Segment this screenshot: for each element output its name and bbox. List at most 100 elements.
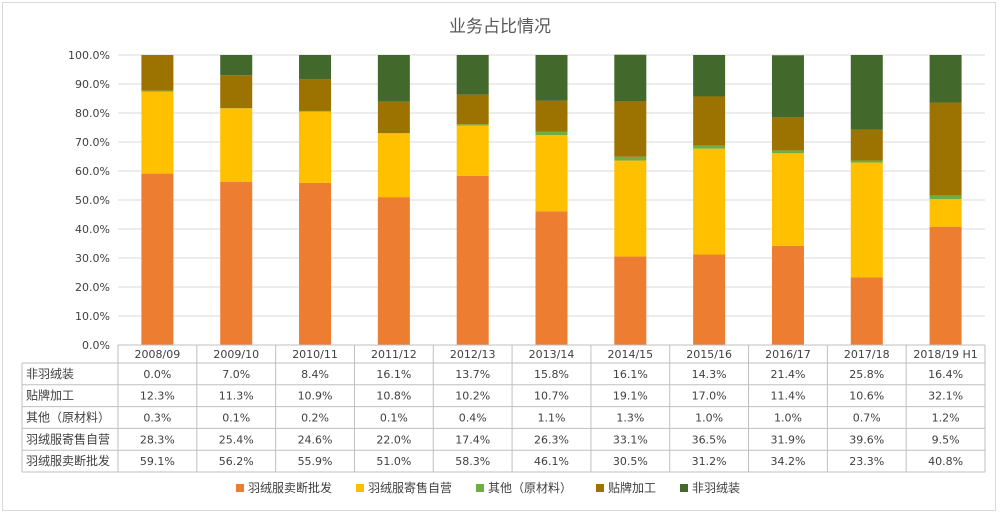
bar-segment: 非羽绒装 2013/14 (535, 55, 568, 101)
data-label: 31.9% (770, 433, 805, 446)
y-axis: 0.0% 10.0% 20.0% 30.0% 40.0% 50.0% 60.0% 70.0% 8… (68, 49, 110, 352)
x-tick-label: 2010/11 (292, 348, 338, 361)
bar-segment: 贴牌加工 2009/10 (220, 75, 253, 109)
legend-swatch (680, 484, 688, 492)
bar-segment: 羽绒服寄售自营 2009/10 (220, 108, 253, 183)
y-tick-label: 100.0% (68, 49, 110, 62)
x-tick-label: 2012/13 (450, 348, 496, 361)
table-row-label: 非羽绒装 (26, 367, 74, 381)
data-label: 17.4% (455, 433, 490, 446)
data-label: 0.0% (143, 368, 171, 381)
y-tick-label: 30.0% (75, 252, 110, 265)
bar-segment: 非羽绒装 2015/16 (693, 55, 726, 97)
y-tick-label: 70.0% (75, 136, 110, 149)
x-tick-label: 2015/16 (686, 348, 732, 361)
data-label: 16.1% (376, 368, 411, 381)
data-label: 28.3% (140, 433, 175, 446)
legend-swatch (356, 484, 364, 492)
bar-segment: 羽绒服卖断批发 2009/10 (220, 182, 253, 345)
bar-segment: 非羽绒装 2011/12 (377, 55, 410, 102)
data-label: 33.1% (613, 433, 648, 446)
data-label: 1.1% (538, 412, 566, 425)
data-label: 51.0% (376, 455, 411, 468)
bar-segment: 贴牌加工 2010/11 (299, 79, 332, 111)
bar-segment: 其他（原材料） 2018/19 H1 (929, 195, 962, 200)
data-label: 24.6% (298, 433, 333, 446)
y-tick-label: 10.0% (75, 310, 110, 323)
data-label: 10.8% (376, 390, 411, 403)
data-label: 56.2% (219, 455, 254, 468)
data-label: 10.9% (298, 390, 333, 403)
data-label: 10.2% (455, 390, 490, 403)
bar-segment: 羽绒服寄售自营 2011/12 (377, 133, 410, 198)
bar-segment: 羽绒服卖断批发 2008/09 (141, 173, 174, 345)
legend-entry: 其他（原材料） (488, 481, 572, 495)
data-label: 11.4% (770, 390, 805, 403)
legend-swatch (596, 484, 604, 492)
data-label: 25.8% (849, 368, 884, 381)
bar-segment: 羽绒服寄售自营 2010/11 (299, 111, 332, 183)
data-label: 10.6% (849, 390, 884, 403)
bar-segment: 羽绒服卖断批发 2010/11 (299, 182, 332, 345)
bar-segment: 贴牌加工 2008/09 (141, 55, 174, 91)
bar-segment: 贴牌加工 2018/19 H1 (929, 102, 962, 196)
bars: 羽绒服卖断批发 2008/09羽绒服寄售自营 2008/09 其他（原材料） 20… (141, 54, 962, 345)
bar-segment: 羽绒服卖断批发 2015/16 (693, 254, 726, 345)
legend-entry: 非羽绒装 (692, 481, 740, 495)
chart-title: 业务占比情况 (449, 17, 551, 37)
legend-swatch (236, 484, 244, 492)
bar-segment: 羽绒服卖断批发 2012/13 (456, 175, 489, 345)
data-label: 40.8% (928, 455, 963, 468)
bar-segment: 其他（原材料） 2013/14 (535, 131, 568, 136)
data-label: 31.2% (692, 455, 727, 468)
bar-segment: 羽绒服寄售自营 2008/09 (141, 91, 174, 174)
y-tick-label: 60.0% (75, 165, 110, 178)
x-tick-label: 2014/15 (607, 348, 653, 361)
y-tick-label: 90.0% (75, 78, 110, 91)
data-label: 15.8% (534, 368, 569, 381)
bar-segment: 羽绒服寄售自营 2016/17 (771, 153, 804, 246)
data-label: 55.9% (298, 455, 333, 468)
bar-segment: 贴牌加工 2012/13 (456, 94, 489, 125)
x-tick-label: 2018/19 H1 (913, 348, 977, 361)
bar-segment: 羽绒服卖断批发 2018/19 H1 (929, 226, 962, 345)
data-label: 36.5% (692, 433, 727, 446)
table-row-label: 其他（原材料） (26, 411, 110, 425)
x-tick-label: 2011/12 (371, 348, 417, 361)
bar-segment: 羽绒服寄售自营 2018/19 H1 (929, 199, 962, 227)
x-tick-label: 2008/09 (135, 348, 181, 361)
bar-segment: 贴牌加工 2011/12 (377, 101, 410, 134)
data-label: 12.3% (140, 390, 175, 403)
bar-segment: 羽绒服卖断批发 2014/15 (614, 256, 647, 345)
bar-segment: 羽绒服寄售自营 2017/18 (850, 162, 883, 278)
bar-segment: 非羽绒装 2012/13 (456, 55, 489, 95)
data-label: 0.4% (459, 412, 487, 425)
bar-segment: 其他（原材料） 2017/18 (850, 160, 883, 163)
data-label: 16.4% (928, 368, 963, 381)
bar-segment: 羽绒服寄售自营 2015/16 (693, 148, 726, 255)
data-label: 1.2% (932, 412, 960, 425)
bar-segment: 其他（原材料） 2012/13 (456, 124, 489, 126)
data-label: 46.1% (534, 455, 569, 468)
bar-segment: 非羽绒装 2016/17 (771, 55, 804, 118)
data-label: 14.3% (692, 368, 727, 381)
data-label: 0.1% (380, 412, 408, 425)
y-tick-label: 80.0% (75, 107, 110, 120)
data-label: 25.4% (219, 433, 254, 446)
data-label: 32.1% (928, 390, 963, 403)
data-label: 21.4% (770, 368, 805, 381)
data-label: 22.0% (376, 433, 411, 446)
bar-segment: 贴牌加工 2016/17 (771, 117, 804, 151)
legend-entry: 羽绒服寄售自营 (368, 480, 452, 495)
data-label: 7.0% (222, 368, 250, 381)
legend-entry: 贴牌加工 (608, 481, 656, 495)
bar-segment: 非羽绒装 2009/10 (220, 55, 253, 76)
bar-segment: 其他（原材料） 2010/11 (299, 110, 332, 112)
data-label: 9.5% (932, 433, 960, 446)
y-tick-label: 40.0% (75, 223, 110, 236)
data-label: 1.0% (695, 412, 723, 425)
bar-segment: 羽绒服寄售自营 2014/15 (614, 160, 647, 257)
data-label: 26.3% (534, 433, 569, 446)
data-label: 59.1% (140, 455, 175, 468)
